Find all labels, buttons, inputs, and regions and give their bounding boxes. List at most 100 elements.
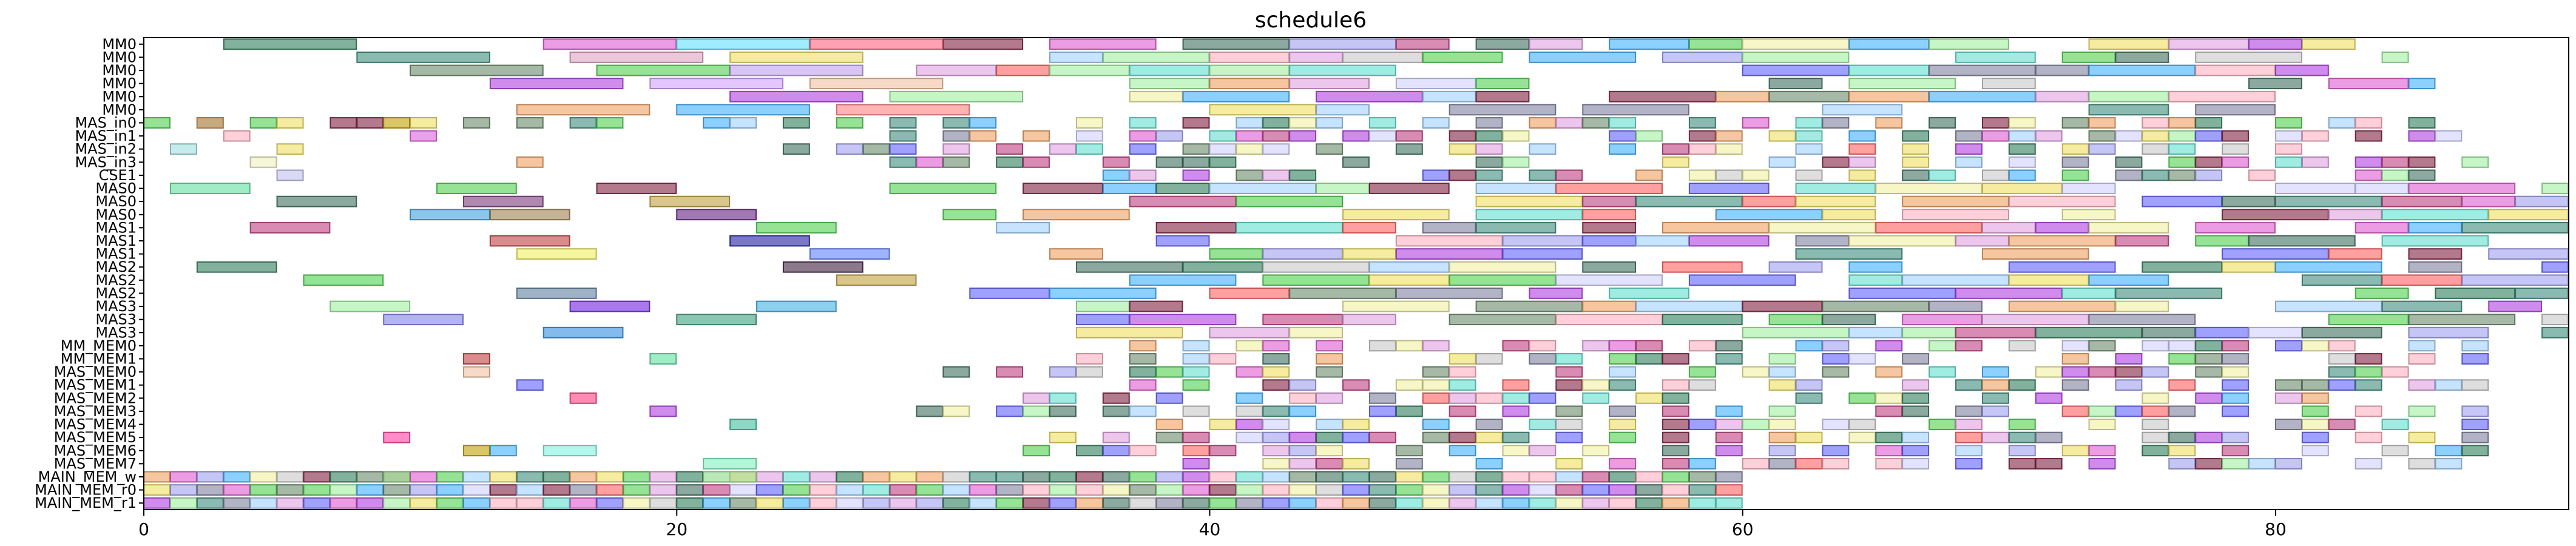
task-bar	[2168, 143, 2196, 155]
task-bar	[2035, 90, 2089, 103]
task-bar	[703, 117, 731, 129]
task-bar	[1902, 379, 1930, 391]
task-bar	[2035, 221, 2089, 234]
task-bar	[2355, 379, 2382, 391]
task-bar	[1422, 90, 1476, 103]
task-bar	[1875, 117, 1903, 129]
task-bar	[1795, 235, 1850, 247]
task-bar	[969, 471, 997, 483]
task-bar	[276, 471, 304, 483]
task-bar	[1848, 287, 1956, 299]
task-bar	[2274, 340, 2302, 352]
task-bar	[1822, 300, 1930, 312]
task-bar	[1129, 366, 1157, 378]
task-bar	[143, 497, 171, 509]
task-bar	[1822, 419, 1850, 430]
y-tick-label: MAS_MEM6	[54, 442, 137, 459]
task-bar	[889, 143, 917, 155]
task-bar	[436, 497, 464, 509]
task-bar	[1342, 497, 1370, 509]
task-bar	[2142, 340, 2169, 352]
task-bar	[2301, 445, 2329, 457]
task-bar	[516, 248, 597, 260]
task-bar	[1102, 51, 1210, 63]
task-bar	[1635, 235, 1689, 247]
task-bar	[1155, 130, 1183, 142]
task-bar	[942, 497, 970, 509]
task-bar	[649, 497, 677, 509]
task-bar	[969, 484, 997, 496]
task-bar	[703, 471, 757, 483]
task-bar	[1102, 183, 1157, 194]
task-bar	[2168, 117, 2196, 129]
task-bar	[383, 484, 411, 496]
task-bar	[889, 497, 917, 509]
task-bar	[1929, 90, 2036, 103]
task-bar	[729, 117, 757, 129]
task-bar	[1742, 51, 1850, 63]
task-bar	[1449, 104, 1557, 116]
task-bar	[836, 274, 917, 286]
task-bar	[1582, 484, 1610, 496]
task-bar	[1688, 143, 1716, 155]
task-bar	[516, 484, 544, 496]
task-bar	[1981, 366, 2009, 378]
task-bar	[942, 366, 970, 378]
task-bar	[1368, 130, 1396, 142]
task-bar	[1209, 143, 1237, 155]
task-bar	[1848, 274, 1903, 286]
task-bar	[1289, 484, 1317, 496]
task-bar	[1209, 484, 1237, 496]
task-bar	[2328, 314, 2409, 326]
task-bar	[2461, 340, 2489, 352]
y-tick-label: MAS_MEM2	[54, 389, 137, 406]
task-bar	[1368, 471, 1396, 483]
task-bar	[2115, 300, 2169, 312]
task-bar	[1768, 405, 1796, 417]
task-bar	[2088, 419, 2116, 430]
task-bar	[1342, 51, 1423, 63]
task-bar	[2408, 169, 2436, 181]
task-bar	[1848, 143, 1876, 155]
task-bar	[2142, 419, 2169, 430]
task-bar	[489, 78, 624, 90]
task-bar	[489, 471, 517, 483]
task-bar	[1129, 300, 1183, 312]
task-bar	[489, 209, 570, 221]
task-bar	[1822, 445, 1850, 457]
task-bar	[1129, 117, 1157, 129]
task-bar	[649, 78, 783, 90]
task-bar	[1582, 235, 1637, 247]
task-bar	[169, 471, 197, 483]
task-bar	[1662, 143, 1689, 155]
task-bar	[2515, 287, 2569, 299]
task-bar	[1822, 209, 1876, 221]
task-bar	[1795, 130, 1823, 142]
task-bar	[1316, 353, 1344, 365]
task-bar	[1155, 497, 1183, 509]
task-bar	[1262, 340, 1290, 352]
task-bar	[1475, 130, 1503, 142]
task-bar	[489, 445, 517, 457]
task-bar	[1848, 392, 1876, 404]
task-bar	[1182, 90, 1290, 103]
task-bar	[1502, 340, 1530, 352]
task-bar	[942, 471, 970, 483]
task-bar	[1688, 38, 1743, 50]
task-bar	[2195, 64, 2276, 76]
task-bar	[1182, 457, 1210, 470]
task-bar	[2195, 235, 2250, 247]
task-bar	[1262, 457, 1290, 470]
x-tick-label: 20	[666, 519, 688, 539]
task-bar	[2381, 51, 2409, 63]
task-bar	[2142, 169, 2169, 181]
task-bar	[1475, 392, 1503, 404]
task-bar	[1449, 366, 1476, 378]
task-bar	[1182, 340, 1210, 352]
task-bar	[1848, 431, 1876, 443]
task-bar	[410, 64, 544, 76]
task-bar	[1848, 353, 1876, 365]
y-tick-label: MM0	[102, 49, 137, 66]
task-bar	[1902, 209, 2009, 221]
task-bar	[330, 117, 357, 129]
